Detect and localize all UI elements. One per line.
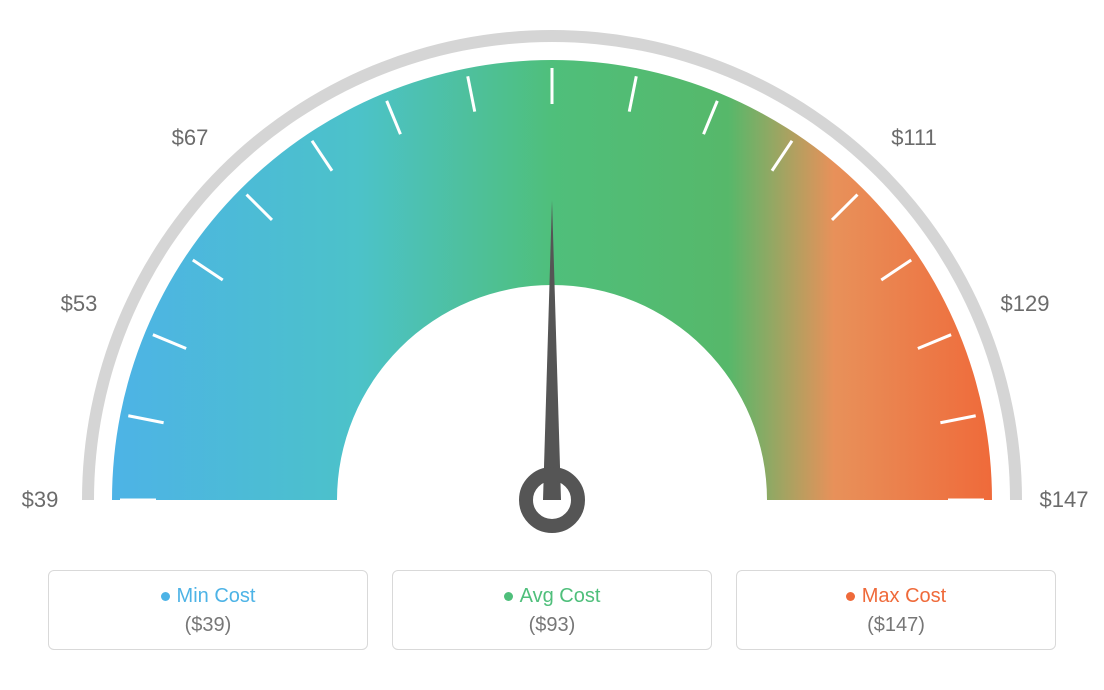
legend-row: Min Cost ($39) Avg Cost ($93) Max Cost (… — [0, 570, 1104, 650]
gauge-tick-label: $39 — [22, 487, 59, 513]
gauge-tick-label: $111 — [891, 125, 937, 151]
legend-dot-avg — [504, 592, 513, 601]
legend-dot-max — [846, 592, 855, 601]
legend-card-min: Min Cost ($39) — [48, 570, 368, 650]
legend-title-max: Max Cost — [737, 585, 1055, 608]
gauge-svg — [0, 0, 1104, 570]
gauge-tick-label: $53 — [61, 291, 98, 317]
gauge-tick-label: $67 — [172, 125, 209, 151]
legend-title-avg: Avg Cost — [393, 585, 711, 608]
legend-dot-min — [161, 592, 170, 601]
gauge-chart: $39 $53 $67 $93 $111 $129 $147 — [0, 0, 1104, 570]
legend-card-avg: Avg Cost ($93) — [392, 570, 712, 650]
legend-value-max: ($147) — [737, 614, 1055, 637]
legend-title-text-max: Max Cost — [862, 585, 946, 607]
legend-card-max: Max Cost ($147) — [736, 570, 1056, 650]
gauge-tick-label: $147 — [1040, 487, 1089, 513]
legend-value-min: ($39) — [49, 614, 367, 637]
legend-title-text-avg: Avg Cost — [520, 585, 601, 607]
legend-title-text-min: Min Cost — [177, 585, 256, 607]
legend-title-min: Min Cost — [49, 585, 367, 608]
gauge-tick-label: $129 — [1001, 291, 1050, 317]
gauge-tick-label: $93 — [534, 0, 571, 1]
legend-value-avg: ($93) — [393, 614, 711, 637]
